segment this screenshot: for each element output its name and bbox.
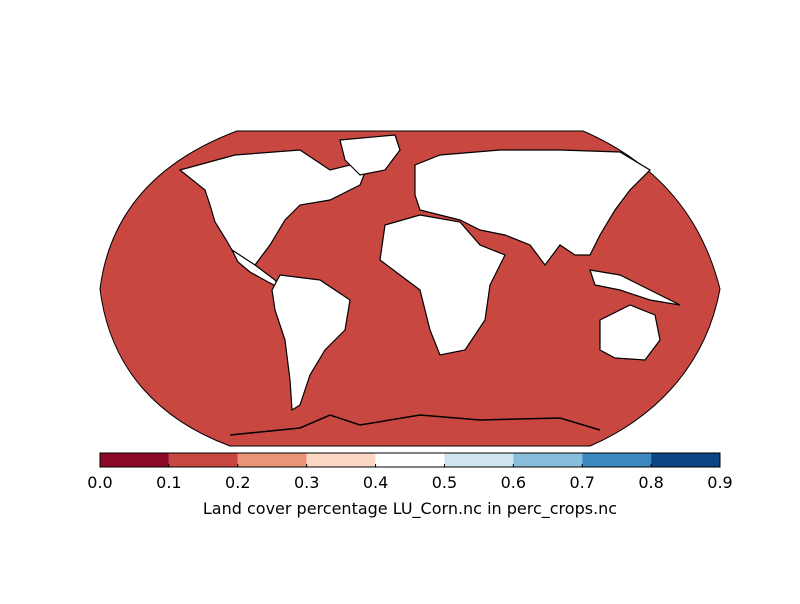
colorbar: 0.0 0.1 0.2 0.3 0.4 0.5 0.6 0.7 0.8 0.9 [87,452,733,492]
colorbar-tick-label: 0.1 [156,473,181,492]
colorbar-tick-label: 0.8 [638,473,663,492]
southeast-asia [589,269,681,306]
colorbar-label: Land cover percentage LU_Corn.nc in perc… [203,499,617,519]
colorbar-tick-label: 0.5 [432,473,457,492]
colorbar-frame [99,452,721,468]
colorbar-tick-label: 0.0 [87,473,112,492]
greenland [339,134,401,176]
colorbar-segment [168,453,238,467]
colorbar-tick-label: 0.6 [501,473,526,492]
colorbar-segment [375,453,445,467]
africa [379,214,506,356]
antarctica [229,414,601,436]
colorbar-segment [513,453,583,467]
colorbar-segment [306,453,376,467]
colorbar-segment [582,453,652,467]
colorbar-segment [651,453,720,467]
south-america [271,274,351,412]
colorbar-tick-label: 0.7 [569,473,594,492]
colorbar-tick-label: 0.4 [363,473,388,492]
map [99,130,721,447]
colorbar-segment [237,453,307,467]
australia [599,304,661,361]
colorbar-segment [100,453,169,467]
colorbar-segment [444,453,514,467]
colorbar-tick-label: 0.2 [225,473,250,492]
eurasia [414,149,651,266]
north-america [178,149,371,266]
colorbar-tick-label: 0.9 [707,473,732,492]
colorbar-tick-label: 0.3 [294,473,319,492]
